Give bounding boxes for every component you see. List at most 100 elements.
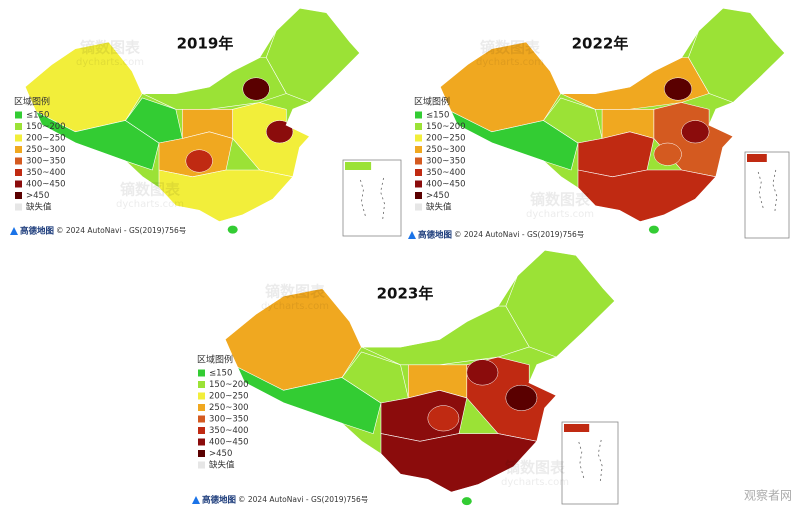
watermark-site: dycharts.com [526, 209, 594, 220]
watermark-name: 镝数图表 [530, 191, 591, 209]
watermark-name: 镝数图表 [120, 181, 181, 199]
watermark-name: 镝数图表 [480, 39, 541, 57]
hot-region [185, 149, 213, 173]
hot-region [466, 359, 499, 386]
watermark-name: 镝数图表 [505, 459, 566, 477]
inset-islands [360, 177, 386, 221]
legend-label: 150~200 [209, 380, 249, 390]
attribution-logo: 高德地图 [20, 226, 54, 237]
legend-label: 缺失值 [426, 202, 452, 213]
legend-swatch [198, 438, 205, 446]
map-title: 2022年 [572, 35, 629, 53]
legend-label: 300~350 [209, 415, 249, 425]
china-border [24, 7, 361, 223]
legend-label: 250~300 [426, 145, 466, 155]
legend-swatch [415, 146, 422, 153]
legend-label: 300~350 [26, 157, 66, 167]
attribution-text: © 2024 AutoNavi - GS(2019)756号 [454, 230, 584, 239]
legend-label: 400~450 [426, 180, 466, 190]
province-regions [25, 8, 360, 222]
legend-swatch [198, 404, 205, 411]
hainan [227, 225, 238, 234]
hainan [461, 497, 472, 506]
legend-swatch [198, 415, 205, 423]
legend-label: >450 [209, 449, 232, 459]
watermark-site: dycharts.com [501, 477, 569, 488]
inset-islands [578, 439, 603, 483]
legend-swatch [15, 169, 22, 176]
legend-swatch [415, 180, 422, 188]
map-title: 2023年 [377, 285, 434, 303]
hot-region [681, 120, 710, 144]
legend-label: 200~250 [426, 134, 466, 144]
legend-title: 区域图例 [197, 354, 233, 366]
legend-label: 350~400 [26, 168, 66, 178]
hot-region [427, 405, 460, 432]
province-regions [225, 250, 615, 493]
legend-swatch [415, 111, 422, 119]
legend-swatch [415, 157, 422, 165]
region [125, 97, 183, 144]
hot-region [265, 120, 294, 144]
region [341, 351, 409, 404]
watermark-name: 镝数图表 [80, 39, 141, 57]
region [543, 97, 603, 144]
attribution-logo: 高德地图 [202, 495, 236, 506]
legend-swatch [198, 369, 205, 377]
legend-label: 350~400 [209, 426, 249, 436]
hainan [648, 225, 659, 234]
watermark-name: 镝数图表 [265, 283, 326, 301]
legend-label: ≤150 [209, 369, 232, 379]
legend-swatch [198, 461, 205, 469]
amap-logo [408, 231, 416, 239]
legend-swatch [415, 134, 422, 142]
legend-label: >450 [26, 191, 49, 201]
inset-box [744, 151, 790, 239]
legend-swatch [415, 192, 422, 199]
legend-swatch [15, 157, 22, 165]
legend-swatch [15, 192, 22, 199]
attribution-logo: 高德地图 [418, 230, 452, 241]
legend-label: 缺失值 [209, 460, 235, 471]
legend-swatch [15, 123, 22, 130]
inset-land [747, 154, 767, 162]
hot-region [242, 77, 270, 101]
legend-title: 区域图例 [14, 96, 50, 108]
legend-label: 300~350 [426, 157, 466, 167]
watermark-site: dycharts.com [116, 199, 184, 210]
legend-label: ≤150 [26, 111, 49, 121]
legend-label: 400~450 [26, 180, 66, 190]
province-regions [440, 8, 785, 222]
hot-region [664, 77, 693, 101]
region [577, 169, 717, 222]
watermark-site: dycharts.com [261, 301, 329, 312]
inset-islands [757, 169, 778, 213]
legend-swatch [198, 392, 205, 400]
legend-swatch [415, 123, 422, 130]
legend-swatch [415, 203, 422, 211]
china-border [439, 7, 786, 223]
inset-box [342, 159, 402, 237]
legend-swatch [415, 169, 422, 176]
legend-label: 200~250 [26, 134, 66, 144]
legend-label: ≤150 [426, 111, 449, 121]
hot-region [653, 142, 682, 166]
legend-swatch [198, 381, 205, 388]
inset-land [345, 162, 372, 170]
legend-swatch [15, 134, 22, 142]
watermark-site: dycharts.com [476, 57, 544, 68]
legend-label: 250~300 [209, 403, 249, 413]
legend-label: 400~450 [209, 438, 249, 448]
legend-label: 250~300 [26, 145, 66, 155]
legend-swatch [15, 146, 22, 153]
legend-label: 150~200 [426, 122, 466, 132]
attribution-text: © 2024 AutoNavi - GS(2019)756号 [56, 226, 186, 235]
legend-swatch [15, 180, 22, 188]
legend-label: 350~400 [426, 168, 466, 178]
legend-label: 缺失值 [26, 202, 52, 213]
legend-label: 150~200 [26, 122, 66, 132]
